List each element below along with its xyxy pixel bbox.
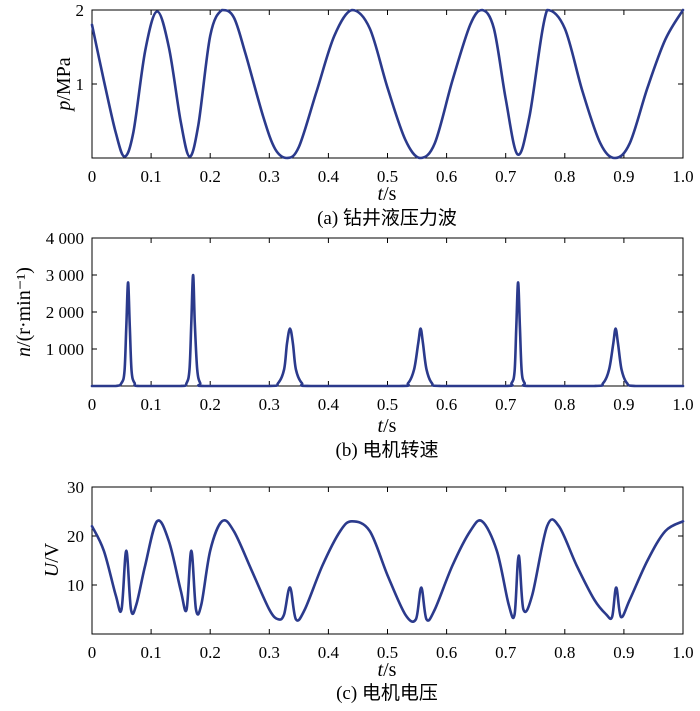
panel-c-caption: (c) 电机电压 — [336, 682, 438, 704]
x-tick-label: 0.1 — [140, 395, 161, 414]
panel-c-x-axis-label: t/s — [378, 659, 397, 681]
panel-b-y-ticks: 1 000 2 000 3 000 4 000 — [46, 229, 683, 359]
x-tick-label: 0 — [88, 643, 97, 662]
x-tick-label: 0.2 — [200, 395, 221, 414]
x-tick-label: 0.8 — [554, 167, 575, 186]
panel-b-plot-frame — [91, 237, 684, 387]
x-tick-label: 1.0 — [672, 395, 693, 414]
x-tick-label: 0.5 — [377, 167, 398, 186]
panel-c-y-ticks: 10 20 30 — [67, 478, 683, 595]
x-tick-label: 0.9 — [613, 643, 634, 662]
x-tick-label: 0.3 — [259, 167, 280, 186]
x-tick-label: 0.6 — [436, 395, 457, 414]
x-tick-label: 0.4 — [318, 395, 340, 414]
panel-c-plot-frame — [91, 486, 684, 635]
x-tick-label: 0.4 — [318, 167, 340, 186]
panel-a-x-axis-label: t/s — [378, 183, 397, 205]
x-tick-label: 0.5 — [377, 643, 398, 662]
x-tick-label: 0.7 — [495, 167, 517, 186]
x-tick-label: 0.4 — [318, 643, 340, 662]
panel-b-x-ticks: 0 0.1 0.2 0.3 0.4 0.5 0.6 0.7 0.8 0.9 1.0 — [88, 238, 694, 414]
y-tick-label: 3 000 — [46, 266, 84, 285]
y-tick-label: 20 — [67, 527, 84, 546]
y-tick-label: 30 — [67, 478, 84, 497]
panel-a-pressure-wave: 0 0.1 0.2 0.3 0.4 0.5 0.6 0.7 0.8 0.9 1.0 12 t/s p… — [53, 1, 694, 229]
panel-b-x-axis-label: t/s — [378, 415, 397, 437]
panel-a-caption: (a) 钻井液压力波 — [317, 207, 457, 229]
panel-a-pressure-line — [90, 8, 685, 160]
x-tick-label: 0.2 — [200, 643, 221, 662]
panel-c-x-ticks: 0 0.1 0.2 0.3 0.4 0.5 0.6 0.7 0.8 0.9 1.0 — [88, 487, 694, 662]
panel-c-voltage-line — [90, 518, 685, 623]
panel-a-x-ticks: 0 0.1 0.2 0.3 0.4 0.5 0.6 0.7 0.8 0.9 1.0 — [88, 10, 694, 186]
x-tick-label: 0.1 — [140, 643, 161, 662]
x-tick-label: 0.8 — [554, 395, 575, 414]
x-tick-label: 0.1 — [140, 167, 161, 186]
x-tick-label: 0.6 — [436, 643, 457, 662]
y-tick-label: 1 000 — [46, 340, 84, 359]
panel-c-y-axis-label: U/V — [41, 542, 63, 577]
x-tick-label: 0.6 — [436, 167, 457, 186]
x-tick-label: 1.0 — [672, 643, 693, 662]
x-tick-label: 0.3 — [259, 395, 280, 414]
y-tick-label: 2 — [76, 1, 85, 20]
y-tick-label: 10 — [67, 576, 84, 595]
x-tick-label: 0 — [88, 395, 97, 414]
panel-a-y-axis-label: p/MPa — [53, 57, 75, 112]
x-tick-label: 0.7 — [495, 643, 517, 662]
panel-a-y-ticks: 12 — [76, 1, 683, 94]
y-tick-label: 4 000 — [46, 229, 84, 248]
y-tick-label: 1 — [76, 75, 85, 94]
panel-c-motor-voltage: 0 0.1 0.2 0.3 0.4 0.5 0.6 0.7 0.8 0.9 1.0 10 20 30 t… — [41, 478, 694, 704]
x-tick-label: 0.9 — [613, 167, 634, 186]
panel-b-y-axis-label: n/(r·min⁻¹) — [13, 267, 35, 357]
x-tick-label: 0.7 — [495, 395, 517, 414]
panel-b-caption: (b) 电机转速 — [336, 439, 439, 461]
x-tick-label: 0 — [88, 167, 97, 186]
x-tick-label: 0.9 — [613, 395, 634, 414]
panel-b-speed-line — [90, 273, 685, 388]
x-tick-label: 1.0 — [672, 167, 693, 186]
panel-b-motor-speed: 0 0.1 0.2 0.3 0.4 0.5 0.6 0.7 0.8 0.9 1.0 1 000 2 0… — [13, 229, 694, 461]
x-tick-label: 0.3 — [259, 643, 280, 662]
x-tick-label: 0.5 — [377, 395, 398, 414]
x-tick-label: 0.8 — [554, 643, 575, 662]
x-tick-label: 0.2 — [200, 167, 221, 186]
y-tick-label: 2 000 — [46, 303, 84, 322]
